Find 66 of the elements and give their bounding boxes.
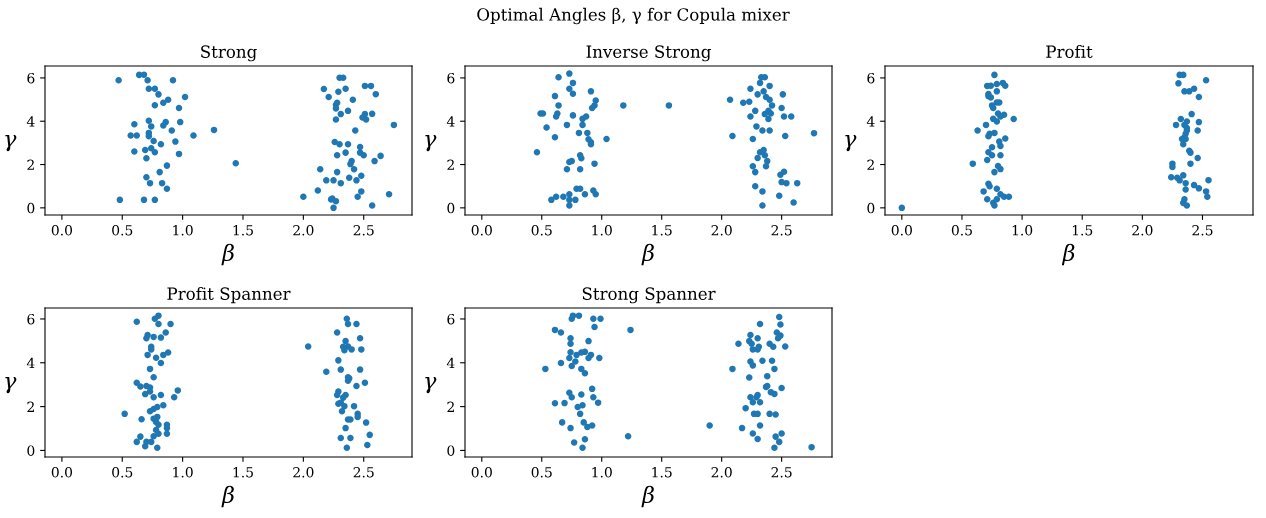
y-tick-label: 4 [446, 357, 455, 369]
x-tick-label: 1.5 [652, 466, 672, 478]
x-tick-label: 2.5 [1192, 224, 1213, 236]
y-axis-title: γ [425, 135, 437, 152]
y-tick-label: 2 [27, 159, 34, 170]
y-tick-label: 4 [26, 116, 35, 127]
x-tick-label: 2.5 [353, 224, 374, 236]
chart-title: Profit Spanner [167, 287, 291, 304]
x-tick-label: 0.0 [471, 224, 492, 236]
chart-title: Strong Spanner [582, 287, 716, 304]
x-axis-title: β [641, 485, 654, 508]
x-tick-label: 1.0 [173, 466, 193, 478]
y-axis-title: γ [5, 135, 17, 152]
x-tick-label: 2.0 [293, 224, 314, 236]
y-tick-label: 0 [447, 202, 455, 214]
chart-title: Strong [201, 45, 257, 62]
y-tick-label: 6 [447, 313, 455, 325]
y-axis-title: γ [5, 377, 17, 394]
y-tick-label: 0 [447, 445, 455, 456]
chart-title: Inverse Strong [586, 45, 711, 62]
x-tick-label: 1.0 [592, 466, 612, 478]
y-tick-label: 0 [27, 202, 35, 214]
y-tick-label: 6 [27, 72, 35, 84]
x-tick-label: 0.5 [112, 224, 133, 236]
x-tick-label: 0.0 [51, 224, 73, 236]
y-tick-label: 0 [867, 202, 875, 214]
x-tick-label: 2.5 [771, 466, 792, 478]
y-tick-label: 2 [447, 401, 454, 412]
y-tick-label: 6 [27, 313, 35, 325]
x-tick-label: 2.0 [711, 224, 732, 236]
x-tick-label: 1.0 [1012, 224, 1033, 236]
x-tick-label: 0.0 [471, 466, 492, 478]
y-tick-label: 6 [867, 72, 875, 84]
x-tick-label: 1.5 [652, 224, 672, 236]
x-tick-label: 1.5 [1072, 224, 1093, 236]
x-tick-label: 1.0 [173, 224, 193, 236]
chart-title: Profit [1046, 45, 1093, 58]
y-tick-label: 2 [867, 159, 874, 170]
x-tick-label: 1.0 [592, 224, 612, 236]
x-tick-label: 0.0 [891, 224, 912, 236]
x-tick-label: 2.0 [1132, 224, 1153, 236]
y-axis-title: γ [845, 135, 857, 152]
y-axis-title: γ [425, 377, 437, 394]
y-tick-label: 4 [446, 116, 455, 127]
x-tick-label: 2.5 [353, 466, 374, 478]
x-axis-title: β [1061, 243, 1075, 266]
x-axis-title: β [221, 243, 234, 266]
text: Optimal Angles β, γ for Copula mixer [477, 7, 790, 25]
x-tick-label: 0.5 [531, 224, 552, 236]
x-tick-label: 2.5 [771, 224, 792, 236]
y-tick-label: 4 [866, 116, 875, 127]
x-tick-label: 0.5 [112, 466, 133, 478]
x-axis-title: β [641, 243, 654, 266]
x-tick-label: 0.0 [51, 466, 73, 478]
x-tick-label: 1.5 [233, 466, 253, 478]
x-axis-title: β [221, 485, 234, 508]
y-tick-label: 4 [26, 357, 35, 369]
y-tick-label: 0 [27, 445, 35, 456]
x-tick-label: 2.0 [293, 466, 314, 478]
y-tick-label: 6 [447, 72, 455, 84]
x-tick-label: 0.5 [951, 224, 972, 236]
x-tick-label: 1.5 [233, 224, 253, 236]
x-tick-label: 0.5 [531, 466, 552, 478]
y-tick-label: 2 [27, 401, 34, 412]
y-tick-label: 2 [447, 159, 454, 170]
x-tick-label: 2.0 [711, 466, 732, 478]
